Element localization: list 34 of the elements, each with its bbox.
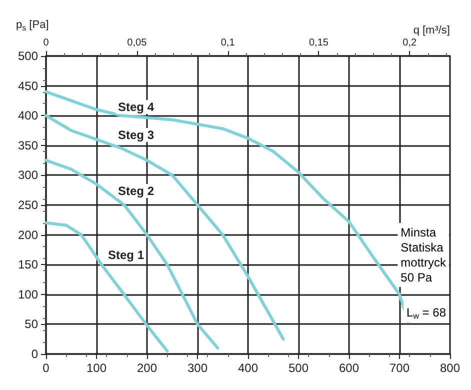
- y-tick-label: 150: [18, 258, 38, 272]
- x-tick-label: 400: [238, 361, 258, 375]
- y-tick-label: 100: [18, 287, 38, 302]
- series-label: Steg 3: [118, 128, 154, 142]
- x-tick-label: 700: [389, 361, 410, 375]
- y-tick-label: 450: [18, 78, 38, 93]
- y-tick-label: 0: [31, 347, 38, 361]
- x-tick-label: 600: [338, 361, 360, 375]
- x-tick-label: 100: [86, 361, 107, 375]
- x-tick-label: 0: [42, 361, 50, 375]
- annotation: Minsta Statiska mottryck 50 Pa: [400, 226, 447, 284]
- y-tick-label: 200: [18, 228, 38, 242]
- x-tick-label: 500: [288, 361, 309, 375]
- x2-axis-title: q [m³/s]: [413, 24, 450, 36]
- x2-tick-label: 0,1: [220, 38, 236, 48]
- y-tick-label: 300: [18, 168, 38, 182]
- series-label: Steg 2: [118, 184, 154, 198]
- x2-tick-label: 0,05: [127, 38, 148, 48]
- y-tick-label: 250: [18, 198, 38, 212]
- y-tick-label: 500: [18, 49, 38, 63]
- series-label: Steg 1: [108, 248, 144, 262]
- line-series: [44, 221, 169, 353]
- line-series: [44, 114, 285, 341]
- x2-tick-label: 0: [43, 38, 50, 48]
- x2-tick-label: 0,2: [402, 38, 418, 48]
- line-series: [44, 158, 220, 350]
- series-label: Steg 4: [118, 100, 154, 114]
- x-tick-label: 200: [136, 361, 158, 375]
- y-tick-label: 50: [24, 317, 38, 332]
- x-tick-label: 300: [187, 361, 208, 375]
- x2-tick-label: 0,15: [308, 38, 329, 48]
- y-tick-label: 350: [18, 138, 38, 152]
- x-tick-label: 800: [440, 361, 460, 375]
- y-tick-label: 400: [18, 108, 38, 123]
